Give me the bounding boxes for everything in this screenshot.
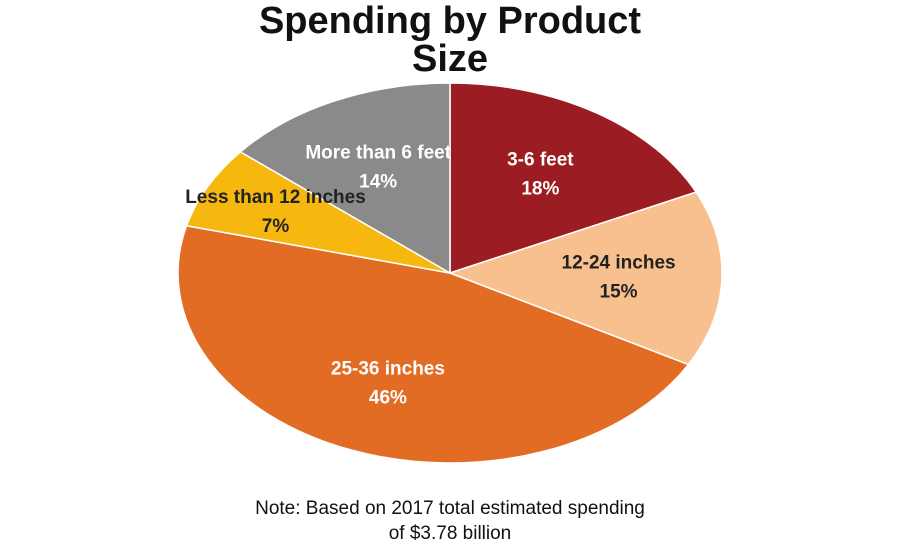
slice-label: 12-24 inches [562, 253, 676, 274]
slice-label: 25-36 inches [331, 359, 445, 380]
pie-slice [185, 150, 451, 274]
pie-slice [447, 191, 723, 366]
value-label: 14% [359, 171, 397, 192]
slice-label: 3-6 feet [507, 150, 574, 171]
chart-note: Note: Based on 2017 total estimated spen… [255, 498, 645, 544]
slice-label: More than 6 feet [305, 142, 451, 163]
pie-slice [449, 82, 698, 275]
slice-label: Less than 12 inches [185, 187, 366, 208]
value-label: 15% [600, 282, 638, 303]
value-label: 18% [521, 179, 559, 200]
pie-slice [239, 82, 451, 275]
pie-slice [177, 224, 690, 464]
chart-title: Spending by Product Size [258, 0, 642, 80]
value-label: 46% [369, 388, 407, 409]
value-label: 7% [262, 216, 290, 237]
